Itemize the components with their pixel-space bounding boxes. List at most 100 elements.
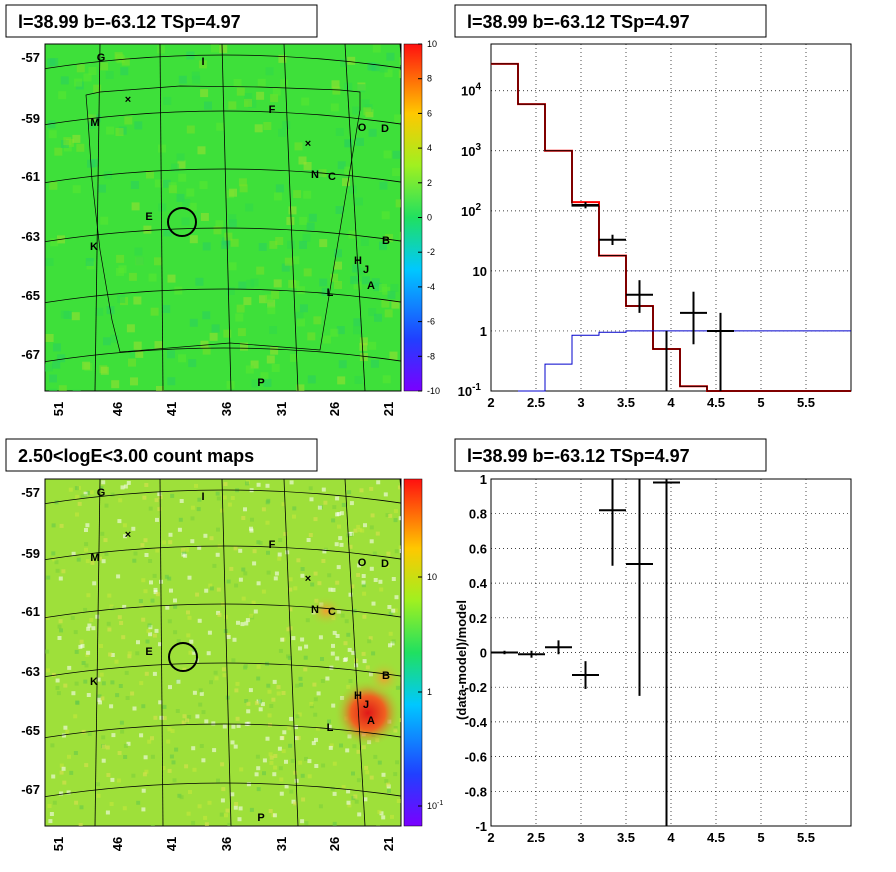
noise-pixel	[258, 707, 263, 712]
noise-pixel	[361, 276, 370, 285]
noise-pixel	[317, 581, 322, 586]
latitude-line	[45, 227, 401, 243]
noise-pixel	[224, 232, 233, 241]
noise-pixel	[300, 773, 305, 778]
noise-pixel	[233, 744, 238, 749]
noise-pixel	[339, 511, 344, 516]
noise-pixel	[236, 87, 245, 96]
noise-pixel	[256, 766, 261, 771]
source-label-p: P	[257, 812, 264, 824]
noise-pixel	[370, 513, 375, 518]
noise-pixel	[133, 296, 142, 305]
noise-pixel	[375, 531, 380, 536]
noise-pixel	[157, 507, 162, 512]
noise-pixel	[168, 540, 173, 545]
noise-pixel	[190, 505, 195, 510]
noise-pixel	[357, 527, 362, 532]
residual-noise	[45, 44, 401, 391]
noise-pixel	[262, 758, 267, 763]
noise-pixel	[143, 225, 152, 234]
noise-pixel	[284, 759, 288, 764]
noise-pixel	[257, 78, 266, 87]
noise-pixel	[144, 483, 149, 487]
noise-pixel	[110, 653, 115, 657]
noise-pixel	[55, 568, 60, 573]
noise-pixel	[342, 658, 347, 662]
noise-pixel	[73, 714, 78, 719]
noise-pixel	[368, 341, 377, 350]
noise-pixel	[188, 359, 197, 368]
noise-pixel	[388, 631, 393, 636]
noise-pixel	[325, 676, 330, 681]
noise-pixel	[245, 618, 250, 623]
noise-pixel	[184, 547, 189, 552]
colorbar-tick-label: 1	[427, 687, 432, 697]
noise-pixel	[115, 693, 120, 698]
noise-pixel	[331, 703, 336, 708]
noise-pixel	[321, 287, 330, 296]
noise-pixel	[331, 518, 336, 523]
noise-pixel	[58, 385, 67, 391]
noise-pixel	[382, 375, 391, 384]
noise-pixel	[304, 756, 308, 761]
noise-pixel	[161, 766, 166, 770]
noise-pixel	[71, 551, 76, 556]
noise-pixel	[121, 635, 126, 640]
noise-pixel	[96, 793, 101, 798]
noise-pixel	[361, 580, 366, 585]
noise-pixel	[331, 587, 336, 592]
noise-pixel	[355, 197, 363, 206]
noise-pixel	[96, 677, 101, 682]
noise-pixel	[294, 142, 303, 151]
noise-pixel	[391, 608, 396, 613]
noise-pixel	[288, 587, 293, 592]
noise-pixel	[215, 220, 224, 229]
source-label-l: L	[327, 287, 334, 299]
noise-pixel	[352, 744, 357, 749]
noise-pixel	[173, 630, 178, 635]
longitude-line	[344, 44, 366, 391]
noise-pixel	[361, 574, 366, 578]
noise-pixel	[189, 639, 194, 644]
noise-pixel	[263, 122, 272, 130]
noise-pixel	[167, 768, 172, 773]
source-label-h: H	[354, 255, 362, 267]
noise-pixel	[216, 587, 221, 592]
noise-pixel	[167, 727, 172, 732]
noise-pixel	[239, 184, 248, 193]
noise-pixel	[230, 792, 235, 797]
noise-pixel	[171, 163, 180, 172]
noise-pixel	[290, 758, 295, 763]
noise-pixel	[219, 45, 228, 53]
noise-pixel	[215, 552, 220, 557]
noise-pixel	[276, 691, 281, 696]
noise-pixel	[163, 228, 172, 237]
noise-pixel	[319, 278, 328, 287]
noise-pixel	[117, 615, 122, 620]
latitude-line	[45, 662, 401, 678]
noise-pixel	[357, 84, 366, 93]
noise-pixel	[344, 82, 353, 91]
noise-pixel	[373, 578, 378, 582]
noise-pixel	[314, 764, 319, 768]
noise-pixel	[65, 729, 70, 734]
noise-pixel	[390, 283, 399, 292]
noise-pixel	[356, 524, 361, 529]
noise-pixel	[165, 605, 170, 610]
noise-pixel	[216, 496, 221, 501]
residual-colorbar-ticks: 10 8 6 4 2 0 -2 -4 -6 -8 -10	[418, 39, 440, 396]
noise-pixel	[373, 282, 382, 291]
noise-pixel	[259, 295, 267, 304]
noise-pixel	[238, 806, 243, 811]
noise-pixel	[304, 644, 309, 649]
noise-pixel	[275, 184, 284, 193]
noise-pixel	[54, 560, 59, 565]
noise-pixel	[181, 720, 186, 725]
latitude-line	[45, 782, 401, 798]
noise-pixel	[348, 592, 353, 597]
noise-pixel	[146, 170, 154, 179]
noise-pixel	[105, 745, 110, 750]
noise-pixel	[291, 636, 296, 641]
noise-pixel	[360, 237, 369, 246]
noise-pixel	[336, 326, 345, 335]
